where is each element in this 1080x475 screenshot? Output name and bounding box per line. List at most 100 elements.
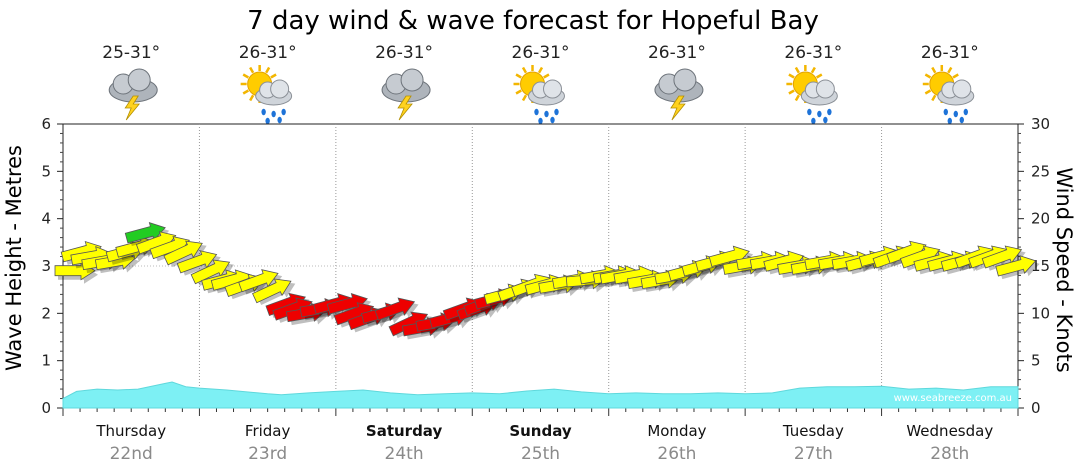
sun-ray — [249, 94, 255, 102]
sun-ray — [543, 73, 550, 79]
day-label: Sunday — [509, 422, 572, 440]
rain-drop — [544, 110, 549, 118]
sun-ray — [537, 66, 544, 74]
rain-drop — [959, 116, 964, 124]
rain-drop — [963, 108, 968, 116]
y-tick-label-left: 0 — [41, 399, 51, 417]
temperature-label: 26-31° — [921, 43, 979, 63]
day-label: Monday — [647, 422, 706, 440]
rain-drop — [281, 108, 286, 116]
temperature-label: 26-31° — [512, 43, 570, 63]
chart-title: 7 day wind & wave forecast for Hopeful B… — [247, 6, 819, 36]
y-tick-label-left: 5 — [41, 162, 51, 180]
date-label: 28th — [930, 444, 969, 464]
sun-ray — [815, 73, 823, 79]
sun-ray — [931, 94, 937, 102]
y-tick-label-right: 25 — [1031, 162, 1050, 180]
rain-drop — [271, 110, 276, 118]
date-label: 27th — [794, 444, 833, 464]
sun-ray — [788, 89, 795, 95]
sun-ray — [515, 89, 522, 95]
sun-rain-icon — [786, 65, 838, 125]
date-label: 24th — [385, 444, 424, 464]
y-tick-label-right: 5 — [1031, 352, 1041, 370]
y-tick-label-left: 3 — [41, 257, 51, 275]
day-label: Tuesday — [782, 422, 844, 440]
rain-drop — [554, 108, 559, 116]
rain-drop — [538, 117, 543, 125]
day-label: Thursday — [95, 422, 166, 440]
date-label: 22nd — [110, 444, 153, 464]
wind-arrow-shape — [252, 278, 292, 304]
y-tick-label-left: 4 — [41, 210, 51, 228]
cloud-puff — [543, 79, 562, 99]
rain-drop — [827, 108, 832, 116]
wind-arrow-shape — [163, 240, 203, 266]
sun-ray — [810, 66, 816, 74]
y-tick-label-left: 1 — [41, 352, 51, 370]
sun-ray — [952, 73, 959, 79]
sun-ray — [270, 73, 277, 79]
y-tick-label-right: 20 — [1031, 210, 1050, 228]
cloud-puff — [127, 68, 151, 92]
sun-rain-icon — [922, 65, 975, 125]
day-label: Wednesday — [906, 422, 993, 440]
y-tick-label-right: 10 — [1031, 304, 1050, 322]
rain-drop — [265, 117, 270, 125]
rain-drop — [261, 108, 266, 116]
watermark-text: www.seabreeze.com.au — [894, 393, 1012, 404]
date-label: 25th — [521, 444, 560, 464]
rain-drop — [807, 108, 812, 116]
rain-drop — [947, 117, 952, 125]
storm-cloud-icon — [654, 68, 704, 121]
temperature-label: 26-31° — [648, 43, 706, 63]
sun-ray — [265, 66, 271, 74]
cloud-puff — [952, 79, 972, 99]
day-label: Saturday — [366, 422, 443, 440]
sun-ray — [521, 94, 528, 102]
temperature-label: 26-31° — [375, 43, 433, 63]
sun-ray — [794, 66, 800, 74]
y-axis-label-left: Wave Height - Metres — [2, 145, 26, 371]
rain-drop — [277, 116, 282, 124]
sun-ray — [931, 66, 937, 74]
sun-rain-icon — [240, 65, 293, 125]
storm-cloud-icon — [108, 68, 158, 121]
rain-drop — [943, 108, 948, 116]
y-axis-label-right: Wind Speed - Knots — [1052, 167, 1076, 372]
weather-row: 25-31° 26-31° 26-31° 26-31° 26-31° 26-31° 26-3… — [102, 43, 979, 125]
cloud-puff — [270, 79, 290, 99]
wind-arrow — [163, 240, 207, 268]
sun-ray — [521, 66, 528, 74]
date-label: 26th — [657, 444, 696, 464]
rain-drop — [823, 116, 828, 124]
lightning-bolt — [670, 95, 686, 121]
temperature-label: 26-31° — [784, 43, 842, 63]
sun-ray — [788, 73, 795, 79]
rain-drop — [953, 110, 958, 118]
plot-area: 0 1 2 3 4 5 6 0 5 10 15 20 25 30 www.seabreeze.com.au T… — [41, 115, 1050, 464]
sun-ray — [242, 73, 250, 79]
rain-drop — [534, 108, 539, 116]
sun-ray — [924, 73, 932, 79]
rain-drop — [550, 116, 555, 124]
sun-ray — [515, 73, 522, 79]
y-tick-label-right: 30 — [1031, 115, 1050, 133]
y-tick-label-left: 2 — [41, 304, 51, 322]
cloud-puff — [673, 68, 697, 92]
sun-ray — [947, 66, 953, 74]
wind-arrow-shape — [374, 297, 416, 321]
temperature-label: 26-31° — [239, 43, 297, 63]
cloud-puff — [815, 79, 835, 99]
date-label: 23rd — [248, 444, 287, 464]
cloud-puff — [400, 68, 424, 92]
sun-ray — [242, 89, 250, 95]
y-tick-label-right: 15 — [1031, 257, 1050, 275]
rain-drop — [811, 117, 816, 125]
wave-height-area — [62, 381, 1019, 409]
wind-arrow-shape — [190, 259, 231, 285]
sun-rain-icon — [513, 65, 565, 125]
wind-arrow — [252, 278, 296, 306]
temperature-label: 25-31° — [102, 43, 160, 63]
